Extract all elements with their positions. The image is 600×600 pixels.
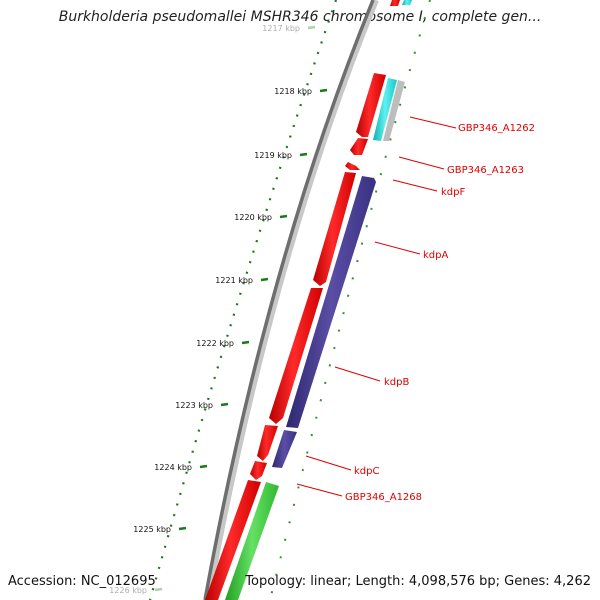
outer-ruler-dots [269,0,431,600]
cds-gbp346-a1268 [250,461,267,480]
ruler-tick: 1221 kbp [215,276,269,285]
accession-label: Accession: NC_012695 [8,574,156,589]
ruler-tick: 1222 kbp [196,339,250,348]
gene-leader-line [305,455,352,471]
gene-name[interactable]: kdpB [384,377,409,388]
ruler-tick: 1224 kbp [154,463,208,472]
ruler-tick: 1223 kbp [175,401,229,410]
ruler-tick: 1226 kbp [109,586,163,595]
cds-top-red-partial [390,0,400,6]
gene-name[interactable]: kdpA [423,250,448,261]
ruler-tick: 1219 kbp [254,151,308,160]
map-title: Burkholderia pseudomallei MSHR346 chromo… [58,9,542,25]
gene-label-kdpf[interactable]: kdpF [392,179,465,198]
cds-kdpb-red [269,288,323,424]
cds-kdpf [345,162,360,170]
gene-leader-line [409,116,457,129]
gene-leader-line [296,483,343,497]
gene-label-kdpa[interactable]: kdpA [374,241,448,261]
gene-name[interactable]: kdpF [441,187,465,198]
cds-reverse-kdp-upper [286,176,376,428]
ruler-tick: 1218 kbp [274,87,328,96]
tick-label: 1219 kbp [254,151,292,160]
cds-reverse-kdp-lower [272,430,297,468]
ruler-tick: 1225 kbp [133,525,187,534]
cds-top-cyan-partial [402,0,412,5]
tick-label: 1225 kbp [133,525,171,534]
tick-label: 1218 kbp [274,87,312,96]
backbone [203,0,375,600]
tick-label: 1224 kbp [154,463,192,472]
gene-label-gbp346-a1262[interactable]: GBP346_A1262 [409,116,535,134]
gene-name[interactable]: GBP346_A1263 [447,165,524,176]
tick-label: 1223 kbp [175,401,213,410]
gene-name[interactable]: kdpC [354,466,379,477]
cds-gbp346-a1262 [356,73,386,137]
tick-label: 1221 kbp [215,276,253,285]
gene-leader-line [392,179,438,192]
summary-label: Topology: linear; Length: 4,098,576 bp; … [245,574,591,589]
tick-label: 1222 kbp [196,339,234,348]
cyan-feature-a1262 [373,78,397,141]
tick-label: 1220 kbp [234,213,272,222]
ruler-tick: 1217 kbp [262,24,316,33]
ruler-tick: 1220 kbp [234,213,288,222]
gene-label-kdpb[interactable]: kdpB [334,366,409,388]
green-feature-bottom [225,482,279,600]
gene-name[interactable]: GBP346_A1268 [345,492,422,503]
gene-name[interactable]: GBP346_A1262 [458,123,535,134]
cds-kdpc [257,425,278,461]
gene-leader-line [398,156,445,170]
grey-feature-a1262 [383,80,405,141]
gene-label-kdpc[interactable]: kdpC [305,455,379,477]
tick-label: 1226 kbp [109,586,147,595]
backbone-shadow [205,0,379,600]
gene-leader-line [374,241,421,255]
tick-label: 1217 kbp [262,24,300,33]
cds-bottom-red [205,480,261,600]
gene-label-gbp346-a1268[interactable]: GBP346_A1268 [296,483,422,503]
gene-label-gbp346-a1263[interactable]: GBP346_A1263 [398,156,524,176]
gene-leader-line [334,366,381,382]
cds-kdpa [313,172,356,286]
cds-gbp346-a1263 [350,138,368,155]
